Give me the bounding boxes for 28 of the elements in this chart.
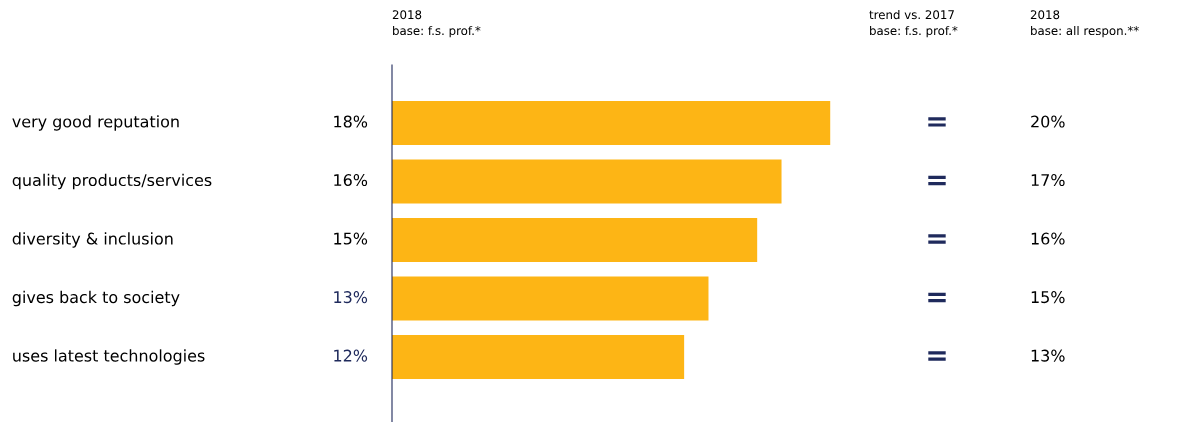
bar <box>392 100 831 145</box>
text: 17% <box>1031 174 1065 187</box>
text: trend vs. 2017 base: f.s. prof.* <box>869 10 958 38</box>
data-label: 13% <box>334 291 368 304</box>
text: = <box>928 351 946 361</box>
bar <box>392 159 782 204</box>
bar <box>392 218 758 262</box>
data-label: 15% <box>334 232 368 245</box>
text: 20% <box>1031 115 1065 128</box>
text: 13% <box>1031 349 1065 362</box>
data-label: 16% <box>334 174 368 187</box>
y-tick-label: quality products/services <box>12 173 212 190</box>
text: 16% <box>1031 232 1065 245</box>
y-tick-label: gives back to society <box>12 290 180 307</box>
text: = <box>928 175 946 186</box>
data-label: 12% <box>334 349 368 362</box>
text: 2018 base: all respon.** <box>1030 10 1139 38</box>
text: = <box>928 292 946 303</box>
text: = <box>928 234 946 244</box>
bar <box>392 276 709 321</box>
text: 15% <box>1031 291 1065 304</box>
text: = <box>928 117 946 127</box>
y-tick-label: diversity & inclusion <box>12 232 173 248</box>
data-label: 18% <box>334 115 368 128</box>
bar <box>392 335 685 379</box>
y-tick-label: very good reputation <box>12 115 179 131</box>
y-tick-label: uses latest technologies <box>13 349 205 365</box>
text: 2018 base: f.s. prof.* <box>392 10 481 38</box>
